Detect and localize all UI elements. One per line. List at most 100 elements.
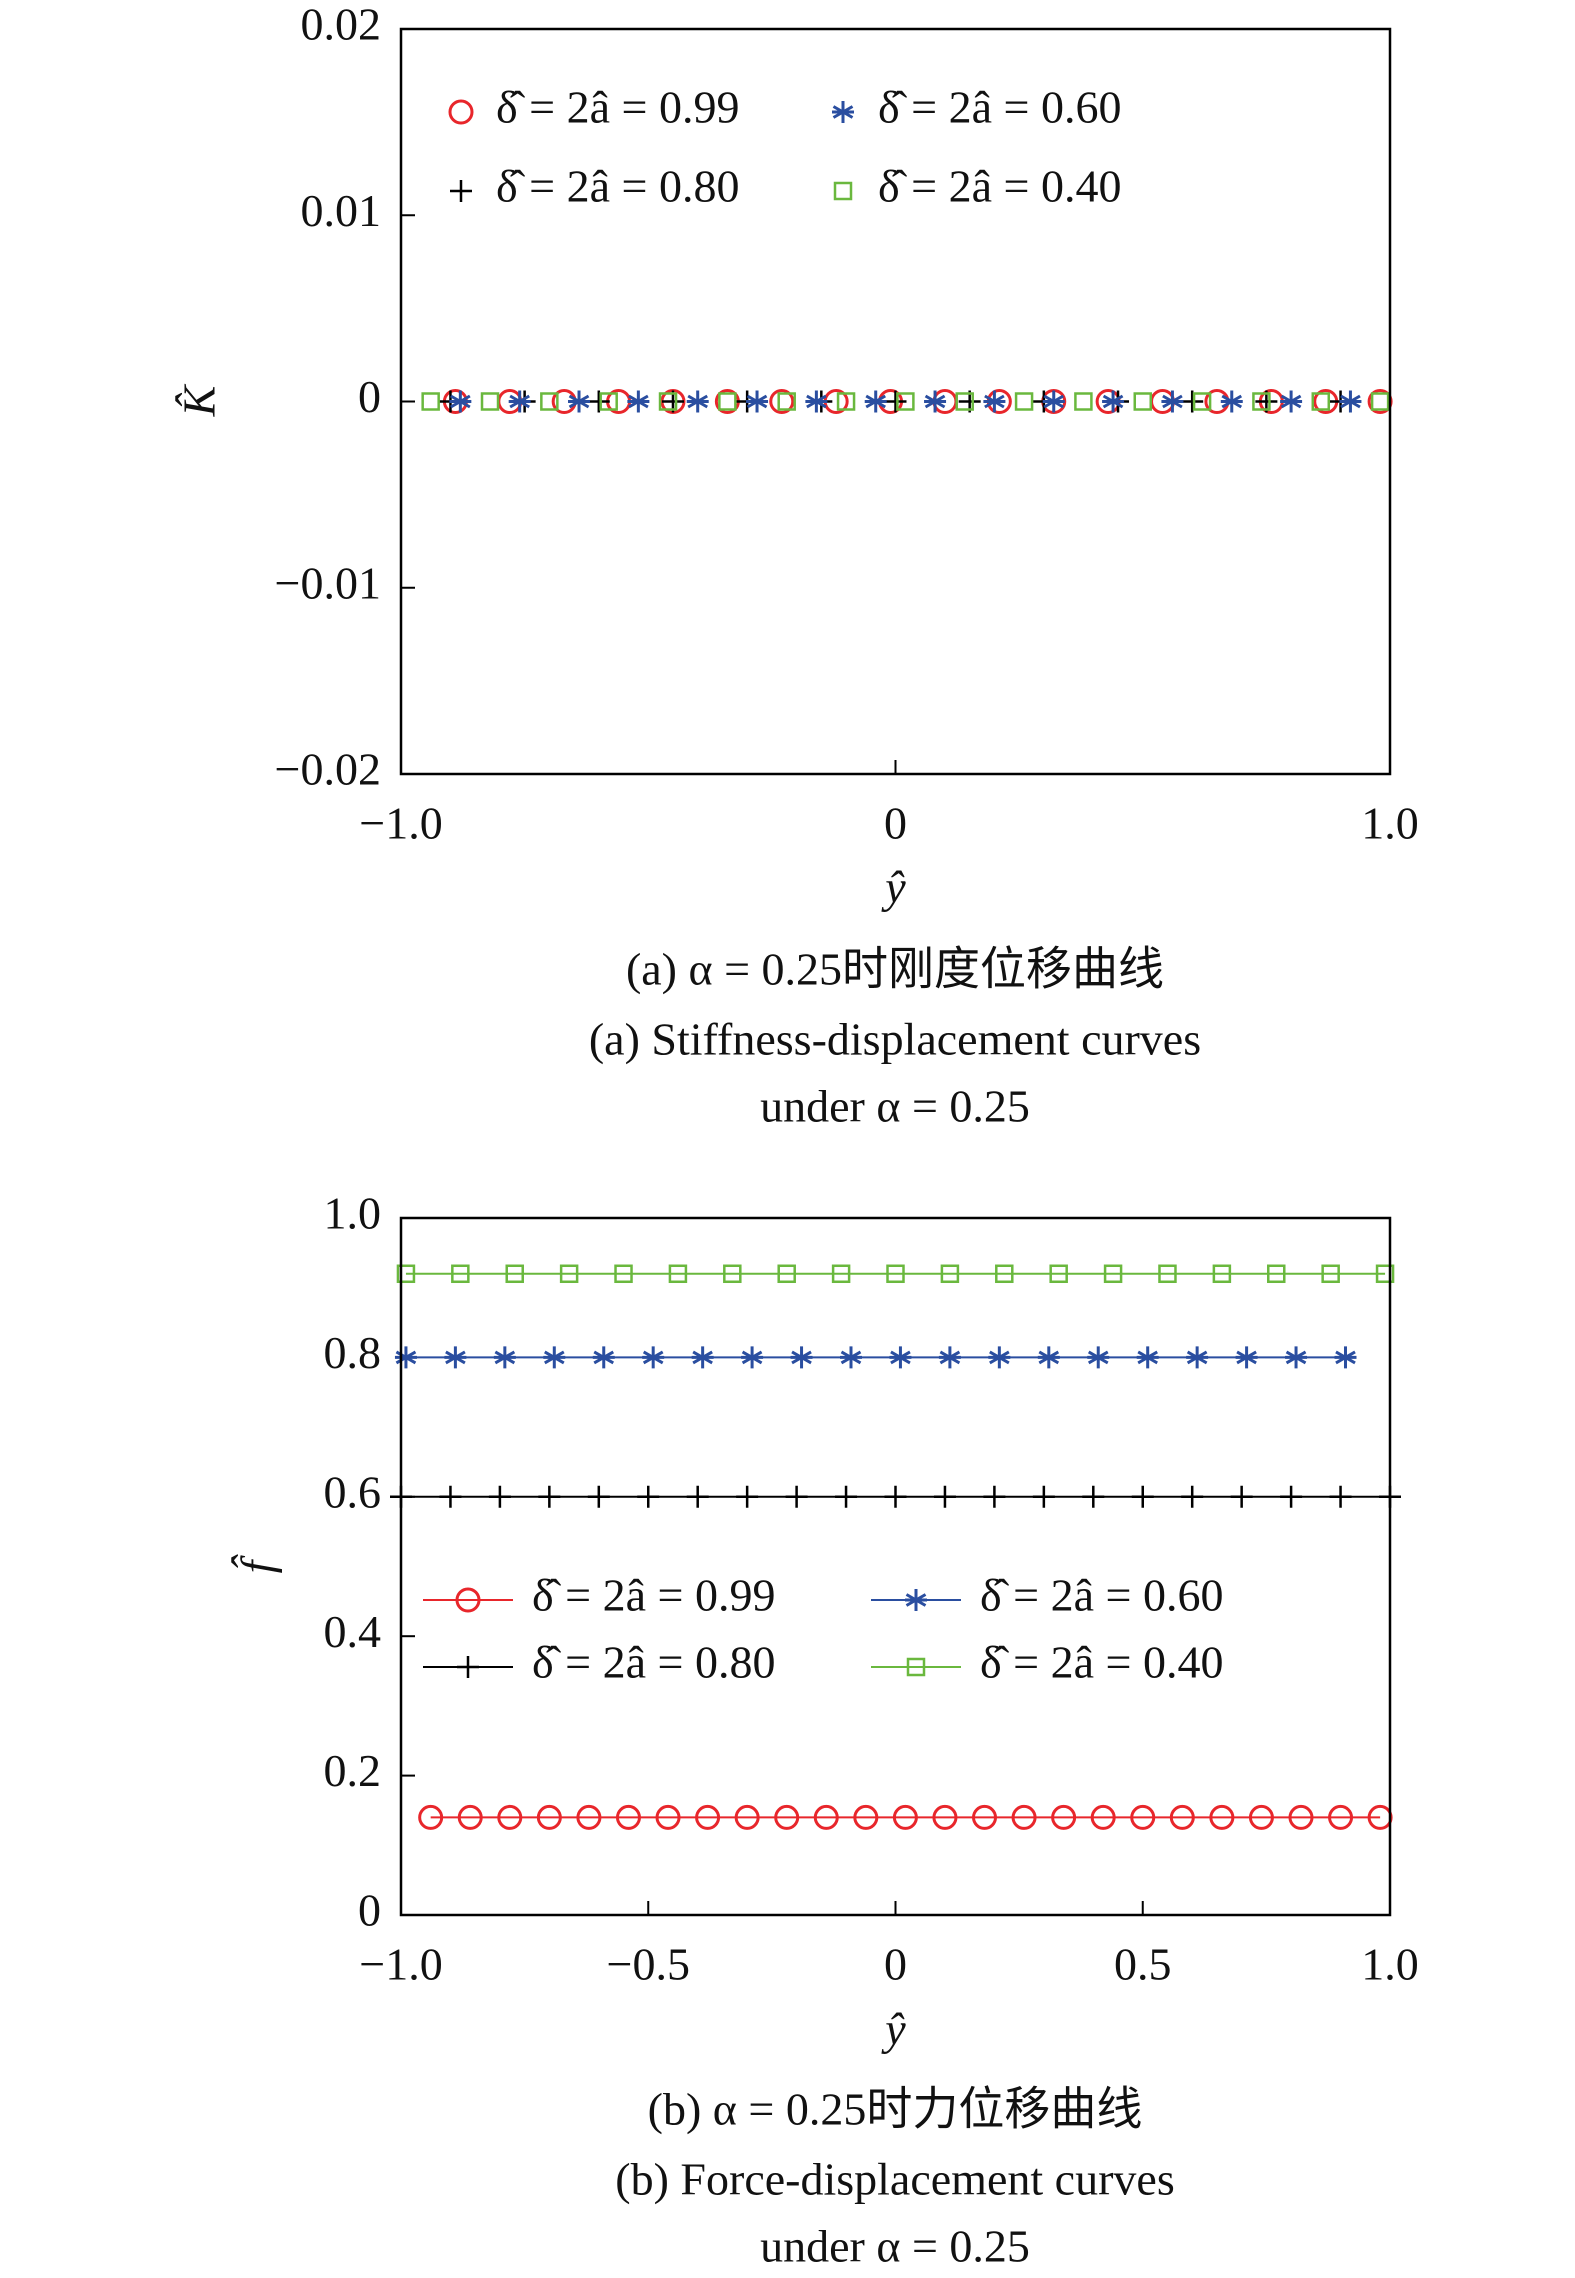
marker — [785, 1485, 808, 1508]
marker — [1192, 392, 1212, 411]
marker — [686, 390, 709, 413]
caption: under α = 0.25 — [760, 1081, 1030, 1132]
marker — [777, 392, 796, 411]
marker — [642, 1346, 665, 1369]
marker — [418, 1804, 444, 1830]
marker — [615, 1804, 641, 1830]
marker — [505, 1264, 524, 1284]
marker — [983, 390, 1006, 413]
marker — [421, 392, 440, 411]
marker — [1042, 390, 1065, 413]
marker — [1087, 1346, 1110, 1369]
x-tick-label: −0.5 — [607, 1939, 690, 1990]
marker — [1329, 1485, 1352, 1508]
marker — [1321, 1264, 1340, 1284]
marker — [1037, 1346, 1060, 1369]
marker — [1186, 1346, 1209, 1369]
marker — [932, 1804, 958, 1830]
y-axis-label: f̂ — [231, 1554, 283, 1574]
y-tick-label: 0 — [358, 1885, 381, 1936]
marker — [1220, 390, 1243, 413]
marker — [1370, 392, 1390, 411]
marker — [1131, 1485, 1154, 1508]
marker — [741, 1346, 764, 1369]
marker — [1082, 1485, 1105, 1508]
marker — [839, 1346, 862, 1369]
marker — [1169, 1804, 1195, 1830]
marker — [1051, 1804, 1077, 1830]
marker — [637, 1485, 660, 1508]
marker — [1049, 1264, 1068, 1284]
legend-label: δ̂ = 2â = 0.99 — [496, 82, 739, 133]
y-tick-label: 0.01 — [301, 185, 382, 236]
y-tick-label: 0.02 — [301, 0, 382, 50]
legend-marker — [457, 1656, 479, 1678]
marker — [614, 1264, 633, 1284]
y-tick-label: −0.02 — [275, 744, 381, 795]
marker — [1328, 1804, 1354, 1830]
marker — [1311, 392, 1331, 411]
marker — [587, 390, 610, 413]
y-tick-label: 0.6 — [324, 1466, 382, 1517]
marker — [439, 1485, 462, 1508]
marker — [886, 1264, 905, 1284]
marker — [889, 1346, 912, 1369]
marker — [451, 1264, 470, 1284]
marker — [655, 1804, 681, 1830]
marker — [599, 392, 618, 411]
y-axis-label: K̂ — [174, 383, 225, 417]
marker — [488, 1485, 511, 1508]
marker — [668, 1264, 688, 1284]
marker — [864, 390, 887, 413]
x-tick-label: −1.0 — [359, 1939, 442, 1990]
marker — [396, 1264, 416, 1284]
marker — [896, 392, 915, 411]
caption: (b) Force-displacement curves — [615, 2154, 1174, 2205]
marker — [835, 1485, 858, 1508]
legend-label: δ̂ = 2â = 0.40 — [878, 161, 1121, 212]
marker — [1136, 1346, 1159, 1369]
marker — [723, 1264, 742, 1284]
marker — [691, 1346, 714, 1369]
marker — [734, 1804, 760, 1830]
marker — [536, 1804, 562, 1830]
legend-label: δ̂ = 2â = 0.80 — [532, 1637, 775, 1688]
plot-frame — [399, 27, 1392, 776]
marker — [587, 1485, 610, 1508]
x-axis-label: ŷ — [881, 2004, 906, 2055]
x-tick-label: 0.5 — [1114, 1939, 1172, 1990]
legend-label: δ̂ = 2â = 0.99 — [532, 1570, 775, 1621]
marker — [836, 392, 856, 411]
marker — [480, 392, 500, 411]
marker — [493, 1346, 516, 1369]
marker — [543, 1346, 566, 1369]
marker — [1074, 392, 1093, 411]
marker — [658, 392, 678, 411]
marker — [813, 1804, 839, 1830]
marker — [746, 390, 769, 413]
marker — [1285, 1346, 1308, 1369]
marker — [1267, 1264, 1286, 1284]
marker — [540, 392, 559, 411]
marker — [592, 1346, 615, 1369]
marker — [1133, 392, 1152, 411]
marker — [538, 1485, 561, 1508]
marker — [1130, 1804, 1156, 1830]
marker — [884, 390, 907, 413]
marker — [497, 1804, 523, 1830]
marker — [995, 1264, 1014, 1284]
legend-label: δ̂ = 2â = 0.40 — [980, 1637, 1223, 1688]
marker — [1014, 392, 1034, 411]
marker — [576, 1804, 602, 1830]
legend-marker — [905, 1589, 927, 1611]
marker — [1181, 1485, 1204, 1508]
marker — [394, 1346, 417, 1369]
marker — [1181, 390, 1204, 413]
plot-frame — [399, 1216, 1392, 1917]
marker — [892, 1804, 918, 1830]
marker — [1252, 392, 1271, 411]
x-tick-label: 1.0 — [1361, 1939, 1419, 1990]
marker — [1375, 1264, 1395, 1284]
